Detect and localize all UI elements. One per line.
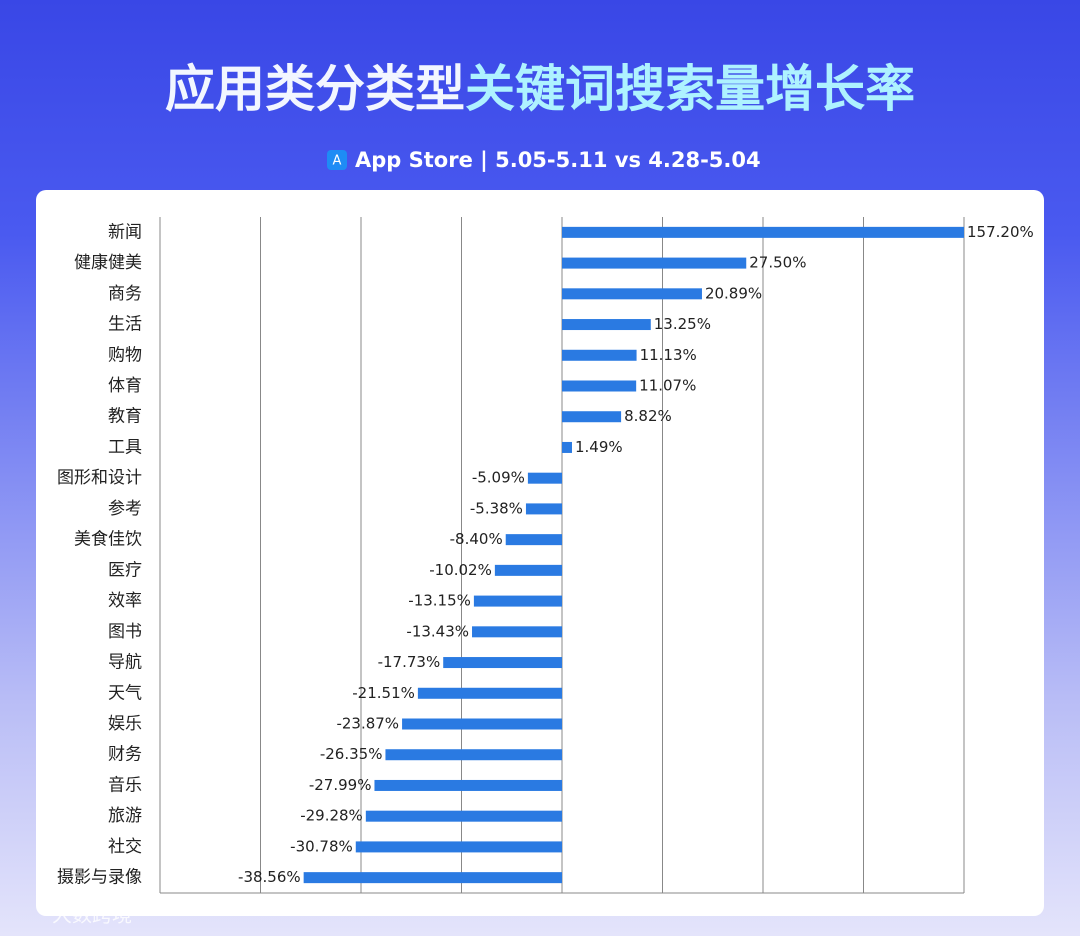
value-label: -23.87% [336, 715, 399, 733]
category-label: 生活 [108, 315, 142, 335]
bar [527, 472, 562, 484]
bar [562, 441, 572, 453]
value-label: 11.07% [639, 377, 696, 395]
value-label: -13.43% [406, 622, 469, 640]
category-label: 图形和设计 [57, 468, 142, 488]
value-label: -5.38% [470, 499, 523, 517]
bar [374, 779, 562, 791]
value-label: 27.50% [749, 254, 806, 272]
bar [494, 564, 562, 576]
bar [562, 288, 702, 300]
value-label: 13.25% [654, 315, 711, 333]
bar [562, 349, 637, 361]
category-label: 娱乐 [108, 714, 142, 734]
category-label: 购物 [108, 345, 142, 365]
plot-area [303, 226, 964, 884]
category-label: 财务 [108, 745, 142, 765]
category-label: 图书 [108, 622, 142, 642]
category-label: 效率 [108, 591, 142, 611]
value-label: -27.99% [309, 776, 372, 794]
category-label: 摄影与录像 [57, 868, 142, 888]
value-label: 1.49% [575, 438, 623, 456]
value-label: 11.13% [640, 346, 697, 364]
value-label: -13.15% [408, 592, 471, 610]
category-label: 健康健美 [74, 253, 142, 273]
value-label: -30.78% [290, 837, 353, 855]
value-label: -8.40% [450, 530, 503, 548]
bar [355, 841, 562, 853]
category-label: 体育 [108, 376, 142, 396]
app-store-glyph: A [333, 154, 342, 169]
value-label: -5.09% [472, 469, 525, 487]
value-label: 8.82% [624, 407, 672, 425]
subtitle: App Store | 5.05-5.11 vs 4.28-5.04 [355, 148, 761, 173]
value-label: 157.20% [967, 223, 1034, 241]
category-label: 社交 [108, 837, 142, 857]
category-label: 导航 [108, 653, 142, 673]
bar [562, 257, 747, 269]
bar [473, 595, 562, 607]
bar [525, 503, 562, 515]
card [36, 190, 1044, 916]
value-label: 20.89% [705, 284, 762, 302]
app-store-icon [327, 150, 347, 170]
value-label: -10.02% [429, 561, 492, 579]
bar [562, 411, 622, 423]
category-label: 美食佳饮 [74, 530, 142, 550]
title-part: 关键词搜索量增长率 [465, 60, 915, 118]
bar [417, 687, 562, 699]
category-label: 音乐 [108, 775, 142, 795]
bar [562, 380, 637, 392]
value-label: -26.35% [320, 745, 383, 763]
bar [472, 626, 562, 638]
bar [562, 319, 651, 331]
category-label: 参考 [108, 499, 142, 519]
watermark: 大数跨境 [52, 903, 132, 927]
chart-title: 应用类分类型关键词搜索量增长率 [165, 60, 915, 118]
title-part: 应用类分类型 [165, 60, 465, 118]
bar [562, 226, 964, 238]
value-label: -21.51% [352, 684, 415, 702]
category-label: 旅游 [108, 806, 142, 826]
value-label: -17.73% [378, 653, 441, 671]
category-label: 工具 [108, 437, 142, 457]
category-label: 天气 [108, 683, 142, 703]
category-label: 医疗 [108, 560, 142, 580]
bar [385, 749, 562, 761]
bar [505, 534, 562, 546]
category-label: 商务 [108, 284, 142, 304]
bar [365, 810, 562, 822]
category-label: 新闻 [108, 222, 142, 242]
category-label: 教育 [108, 407, 142, 427]
bar [402, 718, 562, 730]
value-label: -38.56% [238, 868, 301, 886]
bar [303, 872, 562, 884]
value-label: -29.28% [300, 807, 363, 825]
bar [443, 657, 562, 669]
